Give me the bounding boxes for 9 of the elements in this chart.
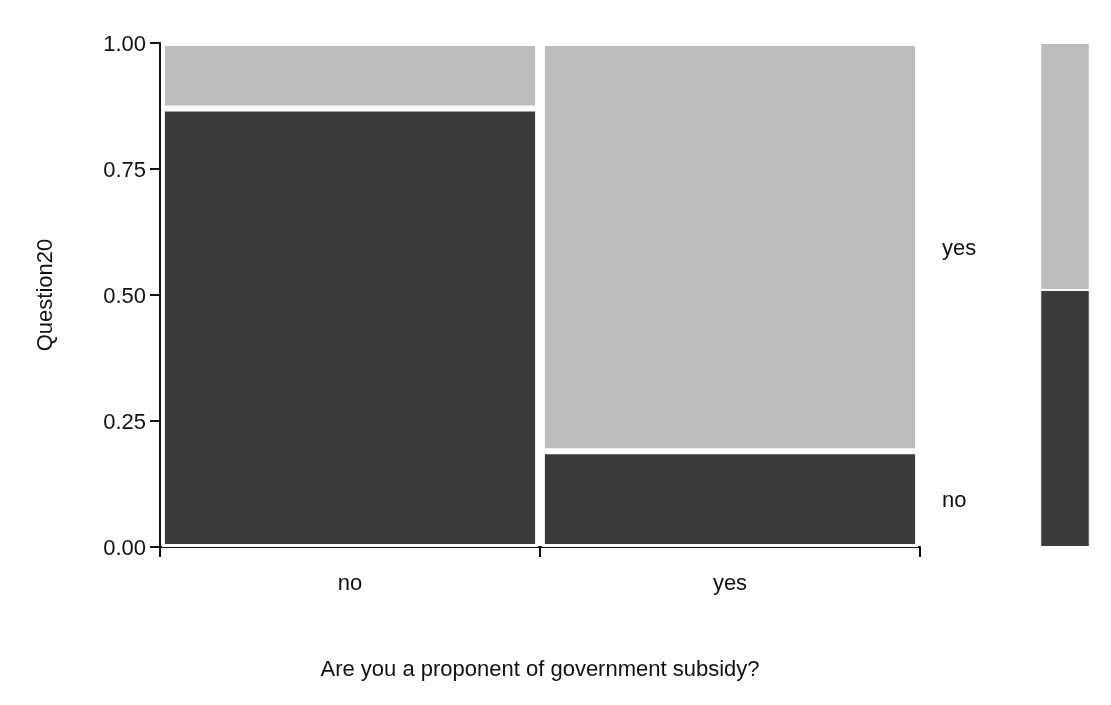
- y-tick-label: 0.00: [103, 534, 146, 560]
- y-tick-label: 1.00: [103, 30, 146, 56]
- y-tick-label: 0.25: [103, 408, 146, 434]
- y-tick-label: 0.75: [103, 156, 146, 182]
- y-axis-title: Question20: [31, 238, 57, 352]
- series-label: no: [942, 486, 967, 512]
- y-tick-label: 0.50: [103, 282, 146, 308]
- series-label: yes: [942, 234, 977, 260]
- x-axis-title: Are you a proponent of government subsidy?: [320, 655, 760, 681]
